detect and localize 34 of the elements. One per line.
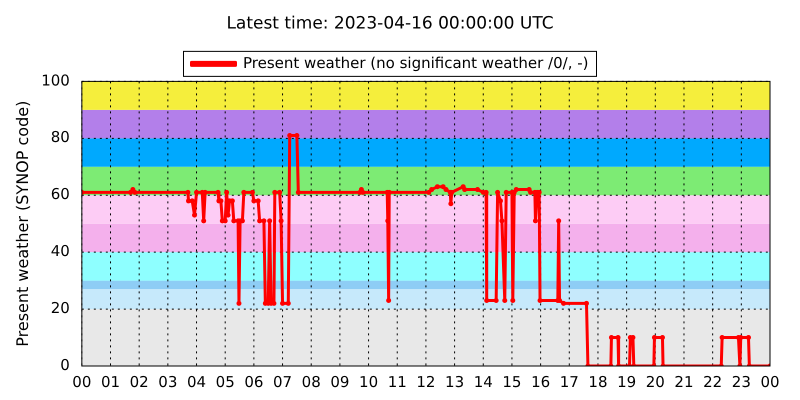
x-tick-label: 00 [760, 372, 780, 391]
x-tick-label: 11 [388, 372, 407, 391]
legend-label: Present weather (no significant weather /0/, -) [242, 54, 589, 72]
y-tick-label: 100 [41, 71, 70, 90]
x-tick-label: 18 [588, 372, 608, 391]
x-tick-label: 16 [531, 372, 550, 391]
chart-title: Latest time: 2023-04-16 00:00:00 UTC [226, 14, 554, 34]
y-tick-label: 80 [50, 128, 70, 146]
x-tick-label: 15 [502, 372, 522, 391]
y-tick-label: 20 [50, 298, 70, 317]
x-tick-label: 19 [617, 372, 636, 391]
x-tick-label: 07 [273, 372, 292, 391]
x-tick-label: 01 [100, 372, 120, 391]
x-tick-label: 04 [186, 372, 206, 391]
x-tick-label: 20 [646, 372, 665, 391]
x-tick-label: 03 [158, 372, 178, 391]
x-tick-label: 09 [330, 372, 350, 391]
x-tick-label: 10 [359, 372, 378, 391]
x-tick-label: 02 [130, 372, 149, 391]
y-tick-label: 0 [60, 356, 70, 374]
x-tick-label: 08 [302, 372, 321, 391]
x-tick-label: 05 [216, 372, 235, 391]
x-tick-label: 17 [560, 372, 579, 391]
x-tick-label: 06 [244, 372, 264, 391]
x-tick-label: 14 [474, 372, 493, 391]
y-tick-label: 40 [50, 242, 70, 260]
x-tick-label: 21 [674, 372, 694, 391]
y-tick-label: 60 [50, 185, 70, 204]
y-axis-title: Present weather (SYNOP code) [12, 100, 32, 347]
x-tick-label: 00 [72, 372, 92, 391]
x-tick-label: 12 [416, 372, 436, 391]
x-tick-label: 22 [703, 372, 722, 391]
x-tick-label: 23 [732, 372, 751, 391]
x-tick-label: 13 [445, 372, 464, 391]
